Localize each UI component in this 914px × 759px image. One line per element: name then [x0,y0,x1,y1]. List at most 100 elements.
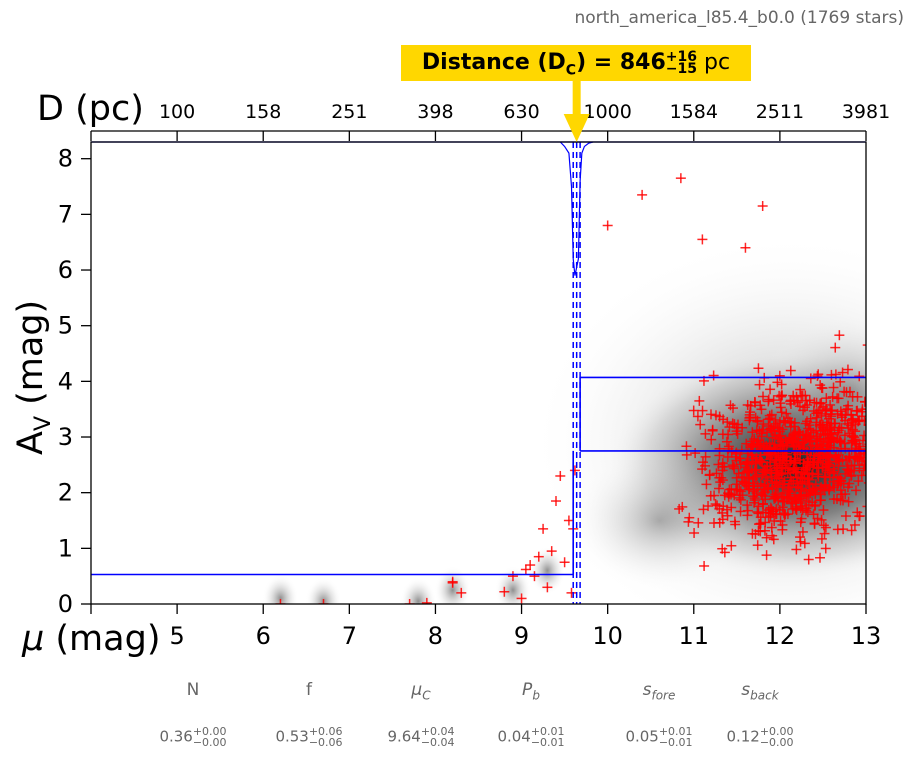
top-tick-label: 1584 [670,101,718,123]
star-marker [858,465,866,476]
x-tick-label: 11 [679,622,710,650]
param-value-5: 0.12+0.00 −0.00 [726,725,794,749]
param-name-3: Pb [522,680,540,703]
star-marker [859,460,866,471]
star-marker [836,410,847,421]
x-tick-label: 5 [169,622,184,650]
star-marker [797,526,808,537]
star-marker [869,399,879,409]
star-marker [790,429,801,440]
star-marker [769,516,780,527]
star-marker [869,391,879,401]
star-marker [801,395,812,406]
star-marker [763,396,774,407]
star-marker [542,582,553,593]
star-marker [602,220,613,231]
star-marker [714,450,725,461]
star-marker [768,395,779,406]
star-marker [716,472,727,483]
star-marker [810,479,821,490]
star-marker [802,400,813,411]
y-tick-label: 6 [58,256,73,284]
star-marker [817,419,828,430]
star-marker [827,391,838,402]
star-marker [821,393,832,404]
star-marker [694,395,705,406]
star-marker [774,423,785,434]
star-marker [765,465,776,476]
star-marker [859,430,866,441]
y-tick-label: 1 [58,534,73,562]
star-marker [749,465,760,476]
star-marker [735,506,746,517]
star-marker [808,509,819,520]
star-marker [792,478,803,489]
star-marker [788,475,799,486]
star-marker [869,468,879,478]
star-marker [802,416,813,427]
star-marker [755,400,766,411]
star-marker [742,399,753,410]
x-tick-label: 7 [342,622,357,650]
star-marker [747,427,758,438]
distance-posterior [559,141,594,276]
star-marker [759,487,770,498]
star-marker [789,492,800,503]
star-marker [812,370,823,381]
star-marker [569,465,580,476]
star-marker [734,453,745,464]
star-marker [765,454,776,465]
star-marker [853,476,864,487]
star-marker [840,415,851,426]
star-marker [796,513,807,524]
star-marker [731,472,742,483]
star-marker [798,405,809,416]
star-marker [777,440,788,451]
star-marker [753,508,764,519]
star-marker [710,410,721,421]
star-marker [729,516,740,527]
star-marker [743,467,754,478]
star-marker [752,540,763,551]
star-marker [778,478,789,489]
star-marker [767,432,778,443]
star-marker [816,410,827,421]
star-marker [763,512,774,523]
star-marker [724,488,735,499]
star-marker [835,376,846,387]
star-marker [790,447,801,458]
star-marker [853,444,864,455]
star-marker [797,472,808,483]
top-tick-label: 1000 [583,101,631,123]
star-marker [795,493,806,504]
star-marker [728,461,739,472]
star-marker [759,464,770,475]
param-value-4: 0.05+0.01 −0.01 [625,725,693,749]
star-marker [275,599,286,604]
star-marker [830,342,841,353]
star-marker [846,525,857,536]
star-marker [697,457,708,468]
star-marker [709,490,720,501]
star-marker [693,517,704,528]
star-marker [697,234,708,245]
star-marker [713,459,724,470]
star-marker [559,557,570,568]
star-marker [867,486,877,496]
star-marker [824,457,835,468]
star-marker [793,494,804,505]
param-name-0: N [186,680,200,700]
star-marker [823,450,834,461]
star-marker [456,587,467,598]
star-marker [822,428,833,439]
star-marker [717,543,728,554]
star-marker [837,495,848,506]
star-marker [865,440,866,443]
source-title: north_america_l85.4_b0.0 (1769 stars) [574,8,904,28]
star-marker [842,364,853,375]
star-marker [820,472,831,483]
x-tick-label: 9 [514,622,529,650]
star-marker [809,519,820,530]
star-marker [563,515,574,526]
